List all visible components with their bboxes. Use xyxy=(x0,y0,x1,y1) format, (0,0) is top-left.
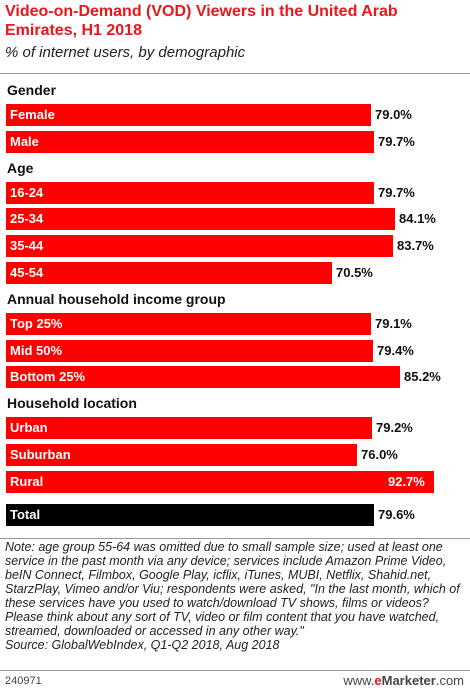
bar-label: Male xyxy=(10,133,39,149)
bar: 45-54 xyxy=(6,262,332,284)
bar-chart: Gender Female 79.0% Male 79.7% Age 16-24 79.7% 2… xyxy=(0,76,470,536)
bar: 35-44 xyxy=(6,235,393,258)
group-label: Annual household income group xyxy=(7,290,226,307)
bar: Mid 50% xyxy=(6,339,373,362)
source-text: Source: GlobalWebIndex, Q1-Q2 2018, Aug … xyxy=(5,638,280,652)
bar-label: Mid 50% xyxy=(10,342,63,358)
bar-value-label: 79.6% xyxy=(378,506,415,522)
brand-name: Marketer xyxy=(381,673,436,688)
chart-title: Video-on-Demand (VOD) Viewers in the Uni… xyxy=(5,3,398,39)
bar-value-label: 79.0% xyxy=(375,107,412,122)
bar-value-label: 76.0% xyxy=(361,447,398,462)
bar-value-label: 79.7% xyxy=(378,184,415,200)
brand-suffix: .com xyxy=(435,673,464,688)
brand-prefix: www. xyxy=(343,673,375,688)
bar: 25-34 xyxy=(6,208,395,231)
bar-value-label: 85.2% xyxy=(404,369,441,385)
bar-label: Suburban xyxy=(10,447,71,462)
chart-subtitle: % of internet users, by demographic xyxy=(5,44,246,61)
note-text: Note: age group 55-64 was omitted due to… xyxy=(5,540,460,638)
chart-id: 240971 xyxy=(5,675,42,687)
bar-value-label: 70.5% xyxy=(336,265,373,280)
bar-label: Bottom 25% xyxy=(10,369,86,385)
bar-value-label: 83.7% xyxy=(397,238,434,254)
bar: Top 25% xyxy=(6,312,371,335)
group-label: Household location xyxy=(7,395,137,412)
bar-value-label: 92.7% xyxy=(388,473,425,489)
bar-label: Total xyxy=(10,506,41,522)
group-label: Gender xyxy=(7,82,57,98)
bar: Rural xyxy=(6,470,434,493)
bar: Suburban xyxy=(6,444,357,466)
brand-logo: www.eMarketer.com xyxy=(343,673,464,688)
top-divider xyxy=(0,73,470,74)
bar-label: Female xyxy=(10,107,55,122)
bar: Bottom 25% xyxy=(6,366,400,389)
bar-value-label: 79.1% xyxy=(375,315,412,331)
chart-note: Note: age group 55-64 was omitted due to… xyxy=(5,540,467,652)
bar-label: 45-54 xyxy=(10,265,44,280)
bar-label: Top 25% xyxy=(10,315,63,331)
bottom-divider xyxy=(0,538,470,539)
bar: Female xyxy=(6,104,371,126)
bar-label: 25-34 xyxy=(10,211,44,227)
total-bar: Total xyxy=(6,503,374,526)
bar-value-label: 84.1% xyxy=(399,211,436,227)
bar: Male xyxy=(6,130,374,153)
brand-e: e xyxy=(374,673,382,688)
bar: 16-24 xyxy=(6,181,374,204)
footer-divider xyxy=(0,670,470,671)
bar-label: 35-44 xyxy=(10,238,44,254)
bar-value-label: 79.4% xyxy=(377,342,414,358)
bar-value-label: 79.7% xyxy=(378,133,415,149)
bar-label: Urban xyxy=(10,420,48,436)
bar-label: 16-24 xyxy=(10,184,44,200)
group-label: Age xyxy=(7,159,34,176)
bar-value-label: 79.2% xyxy=(376,420,413,436)
bar-label: Rural xyxy=(10,473,44,489)
bar: Urban xyxy=(6,417,372,440)
